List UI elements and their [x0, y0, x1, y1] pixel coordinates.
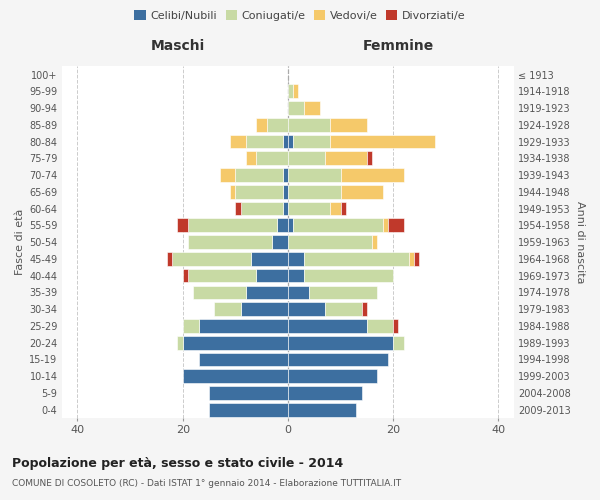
- Bar: [393, 336, 404, 349]
- Bar: [288, 168, 341, 182]
- Bar: [214, 302, 241, 316]
- Bar: [341, 168, 404, 182]
- Bar: [293, 134, 330, 148]
- Bar: [288, 101, 304, 115]
- Bar: [235, 202, 241, 215]
- Bar: [277, 218, 288, 232]
- Bar: [288, 118, 330, 132]
- Bar: [209, 403, 288, 416]
- Bar: [246, 286, 288, 300]
- Bar: [341, 185, 383, 198]
- Bar: [288, 252, 304, 266]
- Bar: [288, 202, 330, 215]
- Bar: [256, 269, 288, 282]
- Bar: [330, 134, 435, 148]
- Bar: [220, 168, 235, 182]
- Text: Maschi: Maschi: [151, 39, 205, 53]
- Bar: [288, 218, 293, 232]
- Bar: [288, 235, 372, 249]
- Bar: [172, 252, 251, 266]
- Bar: [304, 252, 409, 266]
- Bar: [183, 336, 288, 349]
- Bar: [188, 269, 256, 282]
- Bar: [188, 235, 272, 249]
- Bar: [272, 235, 288, 249]
- Bar: [288, 134, 293, 148]
- Bar: [183, 319, 199, 333]
- Bar: [235, 185, 283, 198]
- Bar: [256, 118, 267, 132]
- Bar: [409, 252, 414, 266]
- Bar: [209, 386, 288, 400]
- Bar: [309, 286, 377, 300]
- Bar: [251, 252, 288, 266]
- Bar: [393, 319, 398, 333]
- Bar: [246, 152, 256, 165]
- Bar: [293, 84, 298, 98]
- Text: Femmine: Femmine: [363, 39, 434, 53]
- Bar: [283, 168, 288, 182]
- Bar: [188, 218, 277, 232]
- Bar: [241, 202, 283, 215]
- Bar: [167, 252, 172, 266]
- Bar: [341, 202, 346, 215]
- Bar: [246, 134, 283, 148]
- Bar: [235, 168, 283, 182]
- Bar: [288, 403, 356, 416]
- Bar: [283, 134, 288, 148]
- Bar: [288, 370, 377, 383]
- Bar: [288, 84, 293, 98]
- Bar: [330, 202, 341, 215]
- Bar: [414, 252, 419, 266]
- Bar: [199, 319, 288, 333]
- Y-axis label: Fasce di età: Fasce di età: [15, 209, 25, 276]
- Bar: [304, 101, 320, 115]
- Bar: [193, 286, 246, 300]
- Bar: [267, 118, 288, 132]
- Bar: [283, 185, 288, 198]
- Bar: [288, 269, 304, 282]
- Bar: [178, 218, 188, 232]
- Bar: [388, 218, 404, 232]
- Bar: [288, 152, 325, 165]
- Bar: [293, 218, 383, 232]
- Bar: [199, 352, 288, 366]
- Bar: [288, 336, 393, 349]
- Bar: [330, 118, 367, 132]
- Bar: [288, 185, 341, 198]
- Bar: [230, 185, 235, 198]
- Bar: [304, 269, 393, 282]
- Y-axis label: Anni di nascita: Anni di nascita: [575, 201, 585, 283]
- Text: Popolazione per età, sesso e stato civile - 2014: Popolazione per età, sesso e stato civil…: [12, 458, 343, 470]
- Bar: [288, 302, 325, 316]
- Text: COMUNE DI COSOLETO (RC) - Dati ISTAT 1° gennaio 2014 - Elaborazione TUTTITALIA.I: COMUNE DI COSOLETO (RC) - Dati ISTAT 1° …: [12, 479, 401, 488]
- Bar: [383, 218, 388, 232]
- Bar: [367, 319, 393, 333]
- Bar: [325, 152, 367, 165]
- Bar: [288, 352, 388, 366]
- Bar: [178, 336, 183, 349]
- Bar: [241, 302, 288, 316]
- Bar: [367, 152, 372, 165]
- Bar: [362, 302, 367, 316]
- Bar: [288, 386, 362, 400]
- Bar: [183, 269, 188, 282]
- Bar: [256, 152, 288, 165]
- Bar: [283, 202, 288, 215]
- Legend: Celibi/Nubili, Coniugati/e, Vedovi/e, Divorziati/e: Celibi/Nubili, Coniugati/e, Vedovi/e, Di…: [130, 6, 470, 25]
- Bar: [183, 370, 288, 383]
- Bar: [325, 302, 362, 316]
- Bar: [230, 134, 246, 148]
- Bar: [372, 235, 377, 249]
- Bar: [288, 319, 367, 333]
- Bar: [288, 286, 309, 300]
